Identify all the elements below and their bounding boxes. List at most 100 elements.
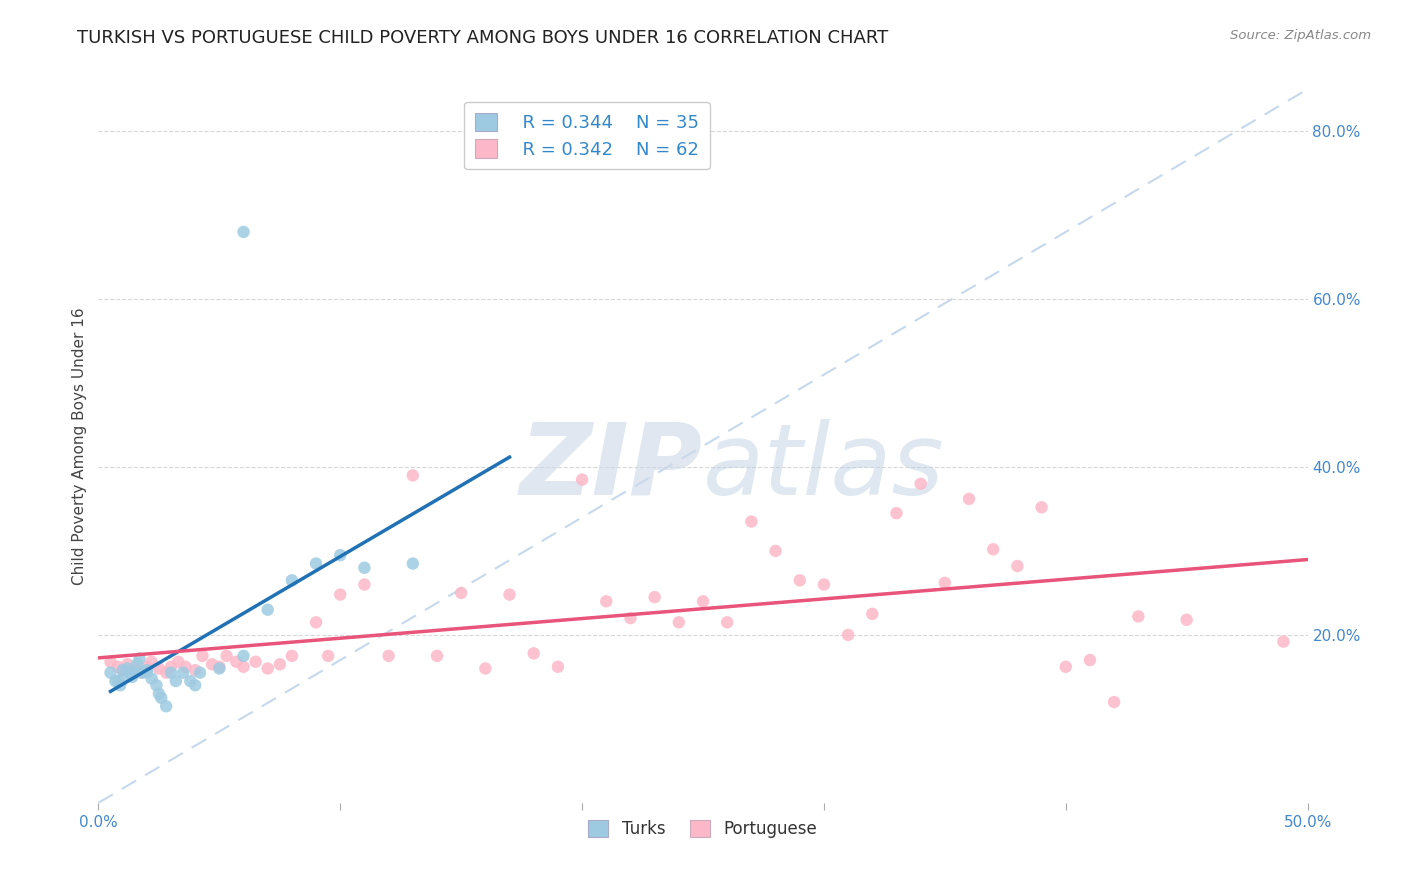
Point [160,660,183,674]
Point [188,665,211,680]
Point [201,657,224,672]
Point [111,672,134,686]
Point [813,577,835,591]
Text: Source: ZipAtlas.com: Source: ZipAtlas.com [1230,29,1371,42]
Point [765,544,787,558]
Point [127,657,149,672]
Point [402,557,425,571]
Point [957,491,980,506]
Point [232,660,254,674]
Point [100,655,122,669]
Point [281,648,304,663]
Point [1078,653,1101,667]
Point [160,665,183,680]
Point [789,574,811,588]
Point [135,660,157,674]
Point [498,588,520,602]
Point [184,663,207,677]
Point [245,655,267,669]
Point [167,655,190,669]
Point [981,542,1004,557]
Point [474,661,496,675]
Text: atlas: atlas [703,419,945,516]
Point [104,674,127,689]
Point [1272,634,1295,648]
Point [155,665,177,680]
Point [1102,695,1125,709]
Point [191,648,214,663]
Point [837,628,859,642]
Point [179,674,201,689]
Point [135,663,157,677]
Point [135,665,157,680]
Point [281,574,304,588]
Point [1128,609,1150,624]
Point [692,594,714,608]
Point [148,661,170,675]
Point [547,660,569,674]
Y-axis label: Child Poverty Among Boys Under 16: Child Poverty Among Boys Under 16 [72,307,87,585]
Point [215,648,238,663]
Point [716,615,738,630]
Point [450,586,472,600]
Point [644,590,666,604]
Point [121,670,143,684]
Point [426,648,449,663]
Point [145,678,167,692]
Point [111,663,134,677]
Point [232,648,254,663]
Point [595,594,617,608]
Point [184,678,207,692]
Point [1054,660,1077,674]
Point [128,651,150,665]
Point [124,665,146,680]
Point [668,615,690,630]
Point [118,665,141,680]
Point [269,657,291,672]
Point [305,615,328,630]
Point [353,577,375,591]
Point [165,674,187,689]
Text: ZIP: ZIP [520,419,703,516]
Point [1031,500,1053,515]
Point [402,468,425,483]
Point [910,476,932,491]
Point [172,665,194,680]
Point [225,655,247,669]
Point [329,588,352,602]
Text: TURKISH VS PORTUGUESE CHILD POVERTY AMONG BOYS UNDER 16 CORRELATION CHART: TURKISH VS PORTUGUESE CHILD POVERTY AMON… [77,29,889,46]
Point [208,661,231,675]
Point [124,661,146,675]
Point [100,665,122,680]
Point [740,515,762,529]
Point [523,646,546,660]
Point [148,687,170,701]
Point [886,506,908,520]
Point [934,575,956,590]
Point [107,660,129,674]
Point [117,661,139,675]
Point [256,603,278,617]
Point [329,548,352,562]
Point [377,648,399,663]
Point [108,678,131,692]
Point [107,674,129,689]
Point [232,225,254,239]
Point [571,473,593,487]
Point [131,665,153,680]
Point [1007,559,1029,574]
Point [141,672,163,686]
Point [256,661,278,675]
Point [141,655,163,669]
Point [316,648,339,663]
Point [619,611,641,625]
Point [353,560,375,574]
Point [155,699,177,714]
Point [150,690,173,705]
Point [860,607,883,621]
Legend: Turks, Portuguese: Turks, Portuguese [582,813,824,845]
Point [174,660,197,674]
Point [117,657,139,672]
Point [111,663,134,677]
Point [208,660,231,674]
